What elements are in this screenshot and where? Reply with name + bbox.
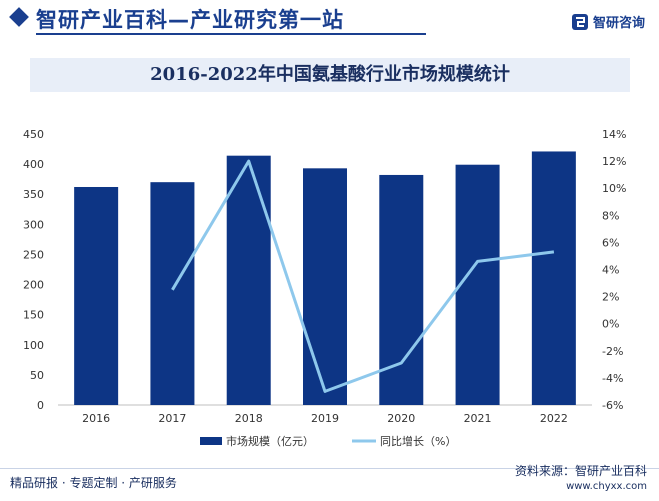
bar-2017 [150, 182, 195, 405]
y-right-tick-label: 12% [602, 155, 626, 168]
x-tick-label: 2022 [540, 412, 568, 425]
legend-bar-swatch [200, 437, 222, 445]
x-tick-label: 2021 [464, 412, 492, 425]
x-tick-label: 2020 [387, 412, 415, 425]
bar-2020 [379, 174, 424, 405]
y-right-tick-label: 2% [602, 291, 619, 304]
y-left-tick-label: 350 [23, 188, 44, 201]
y-left-tick-label: 200 [23, 279, 44, 292]
footer-divider [0, 468, 659, 469]
y-right-tick-label: 6% [602, 236, 619, 249]
header-title: 智研产业百科—产业研究第一站 [36, 8, 344, 32]
x-tick-label: 2019 [311, 412, 339, 425]
y-right-tick-label: 0% [602, 318, 619, 331]
brand-name: 智研咨询 [592, 16, 645, 31]
legend-line-label: 同比增长（%） [380, 434, 456, 448]
legend-bar-label: 市场规模（亿元） [226, 434, 314, 448]
x-tick-label: 2018 [235, 412, 263, 425]
footer-tagline: 精品研报 · 专题定制 · 产研服务 [10, 476, 177, 490]
y-right-tick-label: 14% [602, 128, 626, 141]
x-tick-label: 2017 [158, 412, 186, 425]
y-left-tick-label: 300 [23, 218, 44, 231]
y-left-tick-label: 0 [37, 399, 44, 412]
chart-area: 0 50 100 150 200 250 300 350 400 450 -6% -4% -2% 0% 2%… [23, 128, 626, 448]
bar-2016 [74, 186, 119, 405]
y-left-tick-label: 150 [23, 309, 44, 322]
bar-2018 [226, 155, 271, 405]
bar-2022 [531, 151, 576, 405]
y-right-tick-label: 4% [602, 264, 619, 277]
footer-source: 资料来源：智研产业百科 [514, 464, 647, 478]
bar-2019 [303, 168, 347, 405]
y-right-tick-label: -4% [602, 372, 623, 385]
y-left-tick-label: 450 [23, 128, 44, 141]
bar-2021 [455, 164, 500, 405]
y-left-tick-label: 400 [23, 158, 44, 171]
page-header: 智研产业百科—产业研究第一站 智研咨询 [0, 0, 659, 42]
chart-title-band: 2016-2022年中国氨基酸行业市场规模统计 [30, 58, 630, 92]
chart-title: 2016-2022年中国氨基酸行业市场规模统计 [150, 64, 510, 85]
y-right-tick-label: -6% [602, 399, 623, 412]
footer-url: www.chyxx.com [566, 481, 647, 492]
y-left-tick-label: 250 [23, 248, 44, 261]
y-left-tick-label: 50 [30, 369, 44, 382]
brand-logo-icon [571, 13, 588, 30]
y-right-tick-label: 8% [602, 209, 619, 222]
y-left-tick-label: 100 [23, 339, 44, 352]
x-tick-label: 2016 [82, 412, 110, 425]
growth-line [171, 159, 555, 393]
y-right-tick-label: 10% [602, 182, 626, 195]
brand: 智研咨询 [571, 12, 645, 31]
header-underline [36, 33, 426, 35]
y-right-tick-label: -2% [602, 345, 623, 358]
